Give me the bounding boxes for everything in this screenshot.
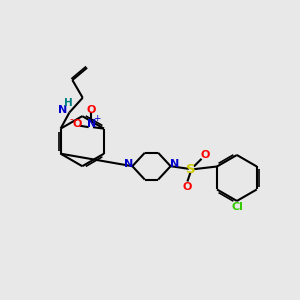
Text: N: N: [124, 159, 133, 169]
Text: +: +: [93, 114, 101, 123]
Text: H: H: [64, 98, 73, 108]
Text: O: O: [72, 119, 82, 129]
Text: O: O: [200, 150, 210, 160]
Text: O: O: [182, 182, 191, 192]
Text: N: N: [87, 118, 96, 129]
Text: O: O: [87, 104, 96, 115]
Text: N: N: [170, 159, 179, 169]
Text: N: N: [58, 105, 68, 115]
Text: Cl: Cl: [232, 202, 243, 212]
Text: S: S: [186, 163, 196, 176]
Text: -: -: [69, 114, 73, 124]
